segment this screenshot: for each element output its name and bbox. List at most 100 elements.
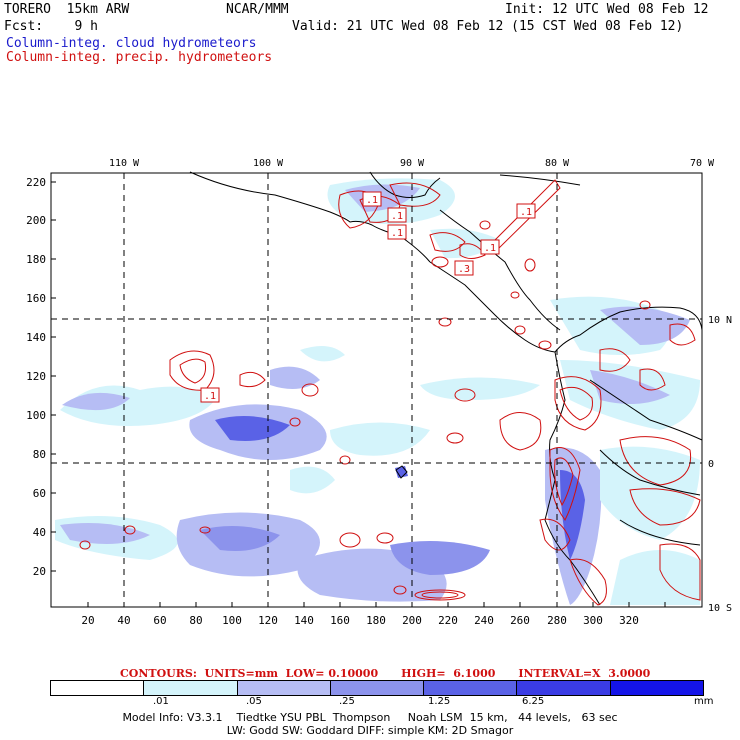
contour <box>599 348 631 372</box>
legend-swatch <box>330 681 425 695</box>
coastline-yucatan <box>369 171 441 198</box>
contour-label: .1 <box>520 207 532 218</box>
contour <box>79 540 91 550</box>
border-inland <box>589 379 703 546</box>
contour <box>438 317 452 327</box>
lat-label: 10 N <box>708 315 732 326</box>
y-tick-label: 140 <box>26 331 46 344</box>
contour-label-box <box>516 203 536 219</box>
legend-swatch <box>144 681 238 695</box>
contour <box>639 300 651 310</box>
legend-swatch <box>237 681 331 695</box>
y-tick-label: 180 <box>26 253 46 266</box>
contour <box>538 340 552 350</box>
contour <box>389 182 441 207</box>
legend-level: .25 <box>339 696 355 707</box>
contour <box>629 488 701 526</box>
contour-label-box <box>362 191 382 207</box>
contour <box>239 371 266 388</box>
contour <box>514 325 526 335</box>
shade-patch <box>600 446 700 540</box>
lon-label: 70 W <box>690 158 715 169</box>
x-tick-label: 180 <box>366 614 386 627</box>
y-tick-label: 40 <box>33 526 46 539</box>
legend-level: 6.25 <box>522 696 545 707</box>
legend-unit: mm <box>694 696 714 707</box>
x-tick-label: 220 <box>438 614 458 627</box>
field-cloud-title: Column-integ. cloud hydrometeors <box>6 36 257 51</box>
contour-label: .3 <box>458 264 470 275</box>
legend-level: .05 <box>246 696 262 707</box>
contour-label-box <box>454 260 474 276</box>
y-tick-label: 120 <box>26 370 46 383</box>
y-tick-label: 60 <box>33 487 46 500</box>
shade-patch <box>390 541 490 575</box>
contour-label: .1 <box>484 243 496 254</box>
contour <box>549 447 581 521</box>
forecast-hour: Fcst: 9 h <box>4 19 98 34</box>
contour <box>289 417 301 427</box>
contour <box>569 558 607 606</box>
model-info-line1: Model Info: V3.3.1 Tiedtke YSU PBL Thomp… <box>122 711 618 724</box>
shade-patch <box>270 366 320 389</box>
lon-label: 80 W <box>545 158 570 169</box>
lon-label: 90 W <box>400 158 425 169</box>
y-tick-label: 100 <box>26 409 46 422</box>
y-tick-label: 20 <box>33 565 46 578</box>
contour <box>539 518 571 551</box>
contour-label-box <box>387 207 407 223</box>
organization: NCAR/MMM <box>226 2 289 17</box>
contour <box>421 591 459 599</box>
contour <box>199 526 211 534</box>
contour-label-box <box>200 387 220 403</box>
lon-label: 110 W <box>109 158 140 169</box>
lat-label: 10 S <box>708 603 732 614</box>
contour-label: .1 <box>391 228 403 239</box>
shade-patch <box>200 526 280 551</box>
shade-patch <box>420 377 540 400</box>
shade-patch <box>330 422 430 456</box>
shade-patch <box>590 370 670 404</box>
shade-patch <box>62 392 130 411</box>
contour <box>393 585 407 595</box>
shade-patch <box>300 346 345 362</box>
x-tick-label: 60 <box>153 614 166 627</box>
contour-info: CONTOURS: UNITS=mm LOW= 0.10000 HIGH= 6.… <box>120 667 651 680</box>
legend-swatch <box>51 681 145 695</box>
model-name: TORERO 15km ARW <box>4 2 130 17</box>
contour <box>559 386 593 421</box>
contour <box>524 258 536 272</box>
lon-label: 100 W <box>253 158 284 169</box>
init-time: Init: 12 UTC Wed 08 Feb 12 <box>505 2 709 17</box>
legend-swatch <box>610 681 703 695</box>
contour-label-box <box>387 224 407 240</box>
y-tick-label: 200 <box>26 214 46 227</box>
shade-patch <box>290 466 335 494</box>
contour <box>376 532 394 544</box>
contour-label-box <box>480 239 500 255</box>
x-tick-label: 40 <box>117 614 130 627</box>
contour <box>659 543 701 601</box>
x-tick-label: 160 <box>330 614 350 627</box>
y-tick-label: 220 <box>26 176 46 189</box>
contour <box>339 455 351 465</box>
x-tick-label: 80 <box>189 614 202 627</box>
contour <box>431 256 449 268</box>
x-tick-label: 260 <box>510 614 530 627</box>
x-tick-label: 120 <box>258 614 278 627</box>
color-legend <box>50 680 704 696</box>
contour <box>429 232 466 252</box>
contour <box>414 589 466 601</box>
cloud-shading <box>55 178 700 605</box>
contour <box>124 525 136 535</box>
legend-level: 1.25 <box>428 696 451 707</box>
contour <box>619 436 692 486</box>
contour <box>554 376 602 431</box>
contour <box>499 412 542 451</box>
valid-time: Valid: 21 UTC Wed 08 Feb 12 (15 CST Wed … <box>292 19 684 34</box>
latlon-grid <box>51 173 702 607</box>
contour <box>179 358 206 384</box>
model-info-line2: LW: Godd SW: Goddard DIFF: simple KM: 2D… <box>226 724 514 737</box>
contour <box>459 243 486 259</box>
